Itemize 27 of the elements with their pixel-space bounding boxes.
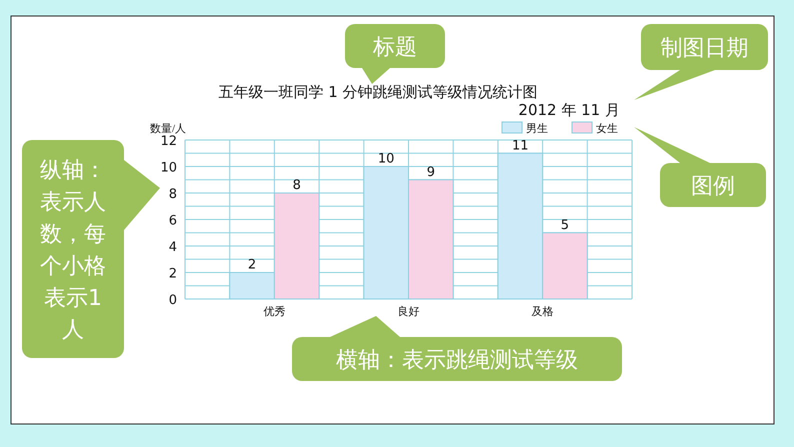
chart-title: 五年级一班同学 1 分钟跳绳测试等级情况统计图 xyxy=(218,83,538,101)
data-label: 5 xyxy=(560,218,570,233)
x-tick-label: 及格 xyxy=(532,306,554,318)
data-label: 10 xyxy=(378,152,394,166)
plot: 2 10 11 8 9 5 0 2 4 6 8 10 12 优秀 良好 及格 xyxy=(160,134,632,318)
text: 横轴：表示跳绳测试等级 xyxy=(336,348,578,373)
legend-label: 男生 xyxy=(526,122,548,135)
x-tick-label: 良好 xyxy=(398,305,420,318)
data-label: 8 xyxy=(292,178,301,193)
y-tick-label: 12 xyxy=(160,134,177,149)
text: 标题 xyxy=(372,34,417,60)
y-tick-label: 2 xyxy=(168,266,177,282)
data-label: 11 xyxy=(512,138,529,154)
text: 纵轴：表示人数，每个小格表示1人 xyxy=(40,158,106,343)
y-tick-label: 8 xyxy=(168,187,177,202)
y-tick-label: 10 xyxy=(160,160,177,176)
text: 图例 xyxy=(691,174,735,199)
y-tick-label: 4 xyxy=(168,240,177,255)
data-label: 9 xyxy=(426,164,435,180)
data-label: 2 xyxy=(248,258,256,272)
text: 制图日期 xyxy=(660,36,748,61)
chart-subtitle: 2012 年 11 月 xyxy=(518,101,620,119)
y-tick-label: 0 xyxy=(168,293,177,308)
y-tick-label: 6 xyxy=(168,214,177,228)
x-tick-label: 优秀 xyxy=(263,305,286,318)
y-axis-title: 数量/人 xyxy=(150,123,186,135)
legend-label: 女生 xyxy=(596,122,618,135)
